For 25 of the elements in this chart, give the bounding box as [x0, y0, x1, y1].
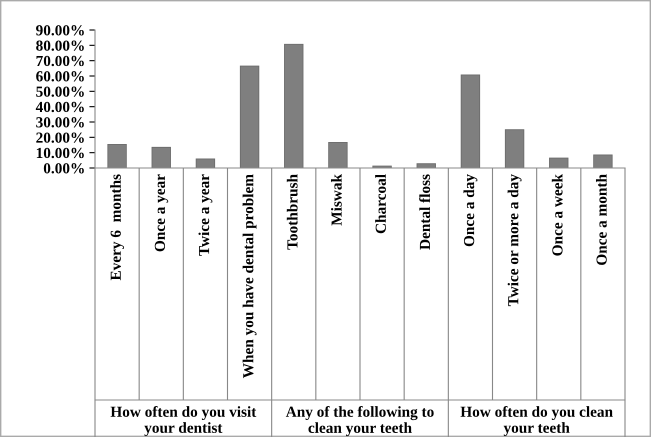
y-tick-label: 0.00% [44, 163, 84, 174]
y-tick-label: 30.00% [36, 117, 84, 128]
x-tick-label: Twice a year [198, 174, 212, 256]
y-tick-label: 90.00% [36, 25, 84, 36]
y-tick-label: 40.00% [36, 102, 84, 112]
x-tick-label: When you have dental problem [242, 174, 257, 378]
y-tick-label: 50.00% [36, 86, 84, 97]
x-tick-label: Charcoal [375, 174, 386, 234]
text: Any of the following to clean your teeth [286, 406, 434, 436]
text: How often do you visit your dentist [110, 406, 256, 436]
x-tick-label: Once a month [596, 174, 607, 265]
y-tick-label: 80.00% [36, 40, 84, 51]
x-tick-label: Once a week [552, 174, 563, 256]
y-tick-label: 60.00% [36, 71, 84, 82]
x-tick-label: Once a year [154, 174, 168, 252]
x-tick-label: Toothbrush [286, 174, 298, 250]
y-tick-label: 70.00% [36, 56, 84, 66]
x-tick-label: Dental floss [419, 174, 430, 250]
x-tick-label: Twice or more a day [508, 174, 522, 306]
y-tick-label: 10.00% [36, 148, 84, 158]
text: How often do you clean your teeth [460, 406, 613, 436]
x-tick-label: Miswak [330, 174, 342, 226]
x-tick-label: Once a day [463, 174, 478, 246]
y-tick-label: 20.00% [36, 132, 84, 143]
x-tick-label: Every 6 months [110, 174, 124, 280]
